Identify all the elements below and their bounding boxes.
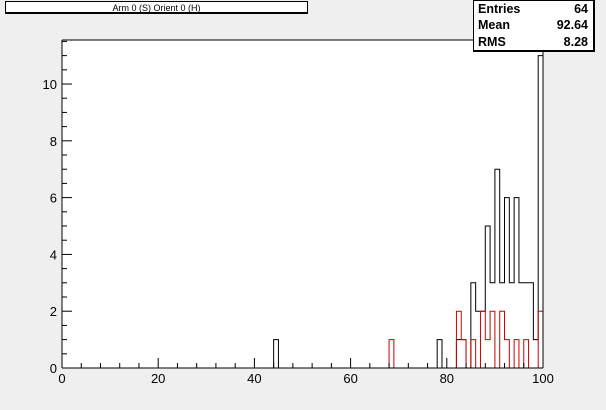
x-tick-label: 0 [58, 371, 65, 386]
y-tick-label: 10 [43, 77, 57, 92]
stat-value: 64 [574, 2, 588, 16]
x-tick-label: 40 [247, 371, 261, 386]
y-tick-label: 0 [50, 361, 57, 376]
stat-label: Entries [478, 2, 521, 16]
axes-layer: 0 20 40 60 80 100 0 2 4 6 8 10 [43, 39, 554, 386]
stats-box: Entries 64 Mean 92.64 RMS 8.28 [473, 0, 595, 52]
y-tick-label: 6 [50, 191, 57, 206]
y-tick-label: 2 [50, 304, 57, 319]
plot-frame [62, 40, 543, 368]
stat-label: RMS [478, 35, 506, 49]
x-tick-label: 20 [151, 371, 165, 386]
x-tick-label: 80 [440, 371, 454, 386]
stat-row-rms: RMS 8.28 [478, 34, 588, 50]
x-tick-label: 100 [532, 371, 554, 386]
stat-row-mean: Mean 92.64 [478, 17, 588, 33]
stat-value: 92.64 [556, 18, 588, 32]
stat-label: Mean [478, 18, 510, 32]
y-tick-label: 4 [50, 247, 57, 262]
stat-row-entries: Entries 64 [478, 1, 588, 17]
histogram-title: Arm 0 (S) Orient 0 (H) [5, 1, 308, 14]
y-tick-label: 8 [50, 134, 57, 149]
stat-value: 8.28 [563, 35, 588, 49]
x-tick-label: 60 [343, 371, 357, 386]
